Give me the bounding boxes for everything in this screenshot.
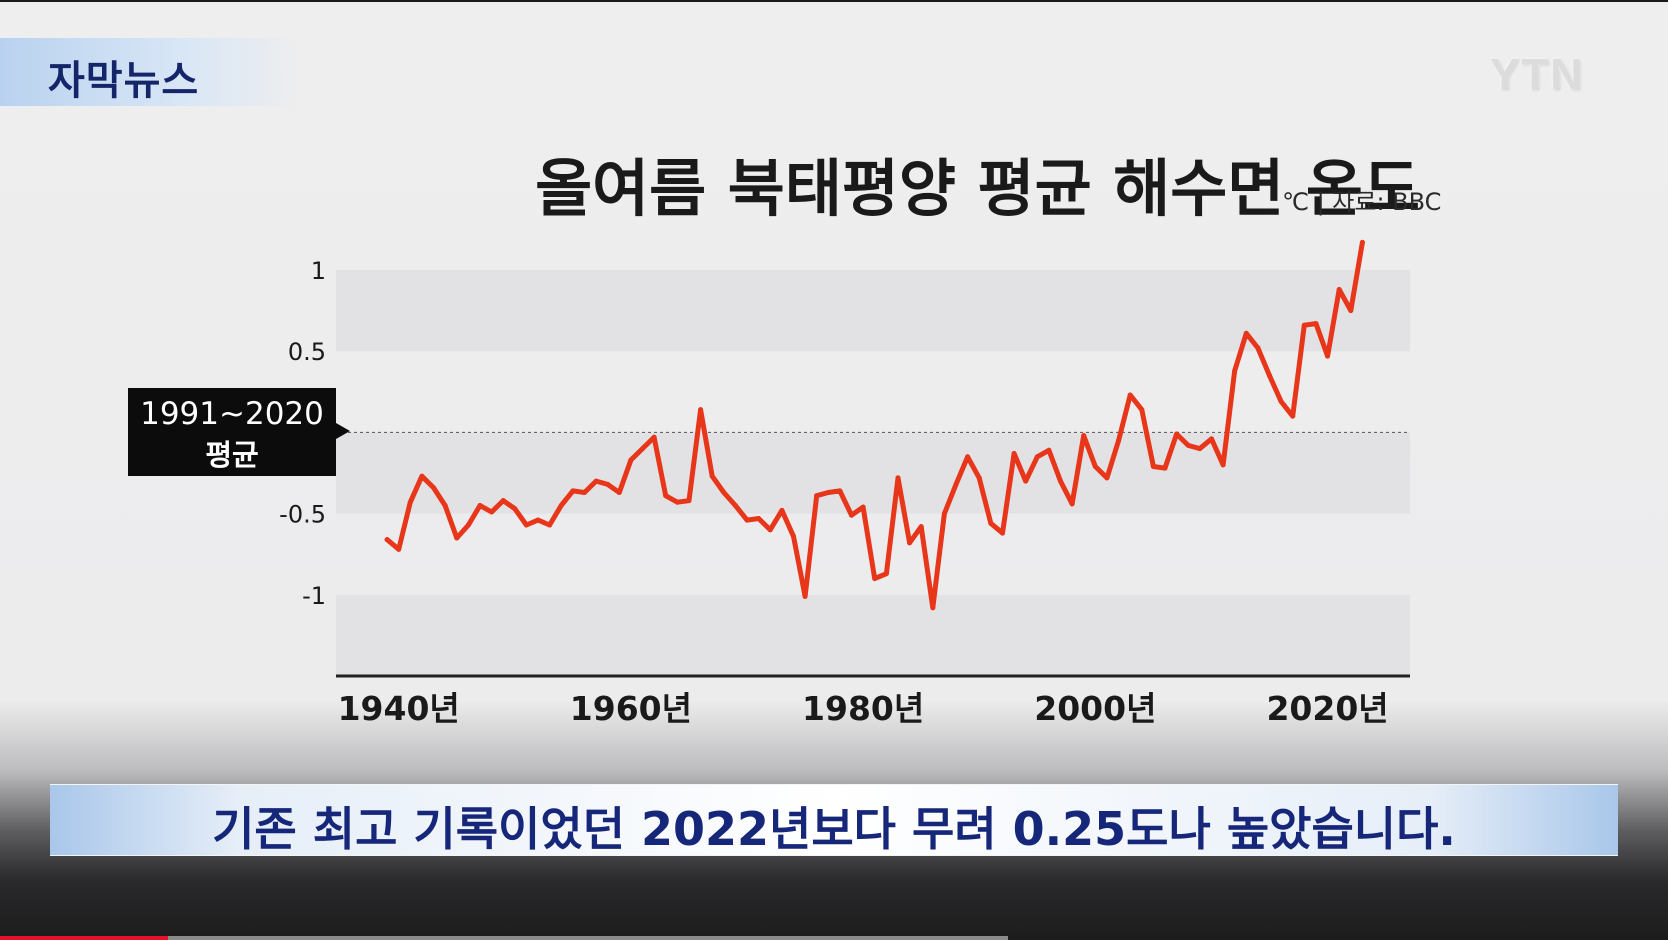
benchmark-label: 1991~2020 평균 [128, 388, 336, 476]
segment-label: 자막뉴스 [0, 38, 300, 106]
background-band-3 [336, 594, 1410, 676]
x-tick-label: 1960년 [570, 689, 692, 728]
y-tick-label: 0.5 [288, 338, 326, 366]
y-tick-label: -1 [302, 582, 326, 610]
background-band-2 [336, 432, 1410, 514]
chart-background-bands [336, 270, 1410, 676]
x-tick-label: 1940년 [338, 689, 460, 728]
y-tick-labels: 1 0.5 -0.5 -1 [279, 257, 326, 610]
top-border [0, 0, 1668, 2]
y-tick-label: -0.5 [279, 501, 326, 529]
x-tick-label: 2020년 [1266, 689, 1388, 728]
x-tick-label: 1980년 [802, 689, 924, 728]
video-progress-bar[interactable] [0, 936, 168, 940]
chart-title: 올여름 북태평양 평균 해수면 온도 [535, 152, 1420, 225]
ytn-logo: YTN [1490, 50, 1584, 99]
benchmark-period: 1991~2020 [140, 396, 324, 432]
benchmark-pointer [336, 423, 350, 439]
benchmark-average-label: 평균 [205, 438, 259, 472]
subtitle-text: 기존 최고 기록이었던 2022년보다 무려 0.25도나 높았습니다. [212, 802, 1456, 856]
y-tick-label: 1 [311, 257, 326, 285]
x-tick-labels: 1940년 1960년 1980년 2000년 2020년 [338, 689, 1389, 728]
segment-label-text: 자막뉴스 [48, 58, 200, 104]
x-tick-label: 2000년 [1034, 689, 1156, 728]
video-buffer-bar [168, 936, 1008, 940]
sea-temperature-line [384, 239, 1365, 611]
subtitle-bar: 기존 최고 기록이었던 2022년보다 무려 0.25도나 높았습니다. [50, 784, 1618, 856]
unit-source-note: ℃ | 자료: BBC [1282, 188, 1442, 216]
background-band-1 [336, 270, 1410, 352]
